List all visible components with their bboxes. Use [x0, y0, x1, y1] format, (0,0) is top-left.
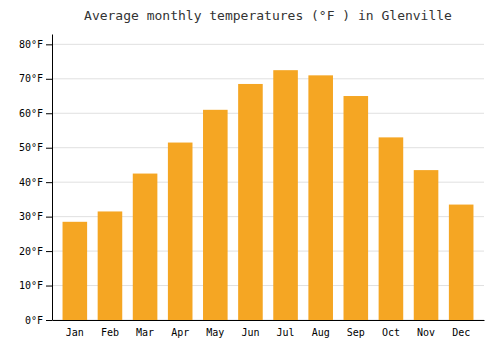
bar: [273, 70, 298, 320]
grid-line: [52, 78, 484, 79]
x-tick-label: Aug: [312, 327, 330, 338]
x-tick-label: Oct: [382, 327, 400, 338]
x-tick: Jun: [241, 327, 259, 338]
y-tick: 50°F: [19, 142, 52, 153]
x-tick-label: Feb: [101, 327, 119, 338]
x-tick: Dec: [452, 327, 470, 338]
bar: [133, 174, 158, 320]
x-axis: Jan Feb Mar Apr May Jun Jul Aug Sep Oct Nov Dec: [53, 321, 485, 339]
y-tick: 70°F: [19, 73, 52, 84]
y-tick: 80°F: [19, 39, 52, 50]
y-tick-label: 50°F: [19, 142, 43, 153]
y-tick-label: 30°F: [19, 211, 43, 222]
bar: [449, 205, 474, 320]
bar: [168, 143, 193, 320]
x-tick: Sep: [347, 327, 365, 338]
bars: [63, 70, 474, 320]
y-tick-mark: [46, 320, 52, 321]
y-tick-mark: [46, 148, 52, 149]
y-tick-label: 60°F: [19, 108, 43, 119]
grid-line: [52, 44, 484, 45]
y-tick: 20°F: [19, 246, 52, 257]
y-tick: 10°F: [19, 280, 52, 291]
y-tick-mark: [46, 79, 52, 80]
x-tick-label: Nov: [417, 327, 435, 338]
x-tick: Mar: [136, 327, 154, 338]
y-axis-line: [52, 35, 53, 321]
y-tick-label: 80°F: [19, 39, 43, 50]
y-tick-label: 10°F: [19, 280, 43, 291]
x-tick-label: Dec: [452, 327, 470, 338]
x-tick-label: Mar: [136, 327, 154, 338]
bar: [308, 75, 333, 320]
y-tick-mark: [46, 182, 52, 183]
y-tick: 30°F: [19, 211, 52, 222]
x-tick-label: May: [206, 327, 224, 338]
chart: 0°F 10°F 20°F 30°F 40°F 50°F 60°F 70°F 80°F Jan Fe…: [0, 0, 500, 350]
y-tick-mark: [46, 286, 52, 287]
y-axis: 0°F 10°F 20°F 30°F 40°F 50°F 60°F 70°F 80°F: [19, 35, 53, 326]
grid-line: [52, 147, 484, 148]
x-axis-line: [53, 320, 485, 321]
y-tick-label: 0°F: [25, 315, 43, 326]
bar: [203, 110, 228, 320]
y-tick-label: 70°F: [19, 73, 43, 84]
x-tick-label: Apr: [171, 327, 189, 338]
bar: [63, 222, 88, 320]
y-tick: 0°F: [25, 315, 52, 326]
x-tick-label: Jan: [66, 327, 84, 338]
x-tick-label: Jun: [241, 327, 259, 338]
x-tick: Jul: [277, 327, 295, 338]
bar: [344, 96, 369, 320]
grid: [52, 44, 484, 320]
x-tick-label: Sep: [347, 327, 365, 338]
bar: [379, 137, 404, 320]
x-tick: Jan: [66, 327, 84, 338]
y-tick-mark: [46, 251, 52, 252]
y-tick: 60°F: [19, 108, 52, 119]
y-tick-label: 20°F: [19, 246, 43, 257]
x-tick-label: Jul: [277, 327, 295, 338]
x-tick: Nov: [417, 327, 435, 338]
bar: [98, 211, 123, 320]
grid-line: [52, 113, 484, 114]
x-tick: Apr: [171, 327, 189, 338]
x-tick: May: [206, 327, 224, 338]
y-tick-mark: [46, 113, 52, 114]
title: Average monthly temperatures (°F ) in Gl…: [84, 8, 452, 23]
x-tick: Feb: [101, 327, 119, 338]
bar: [414, 170, 439, 320]
plot: 0°F 10°F 20°F 30°F 40°F 50°F 60°F 70°F 80°F Jan Fe…: [19, 35, 485, 339]
y-tick: 40°F: [19, 177, 52, 188]
y-tick-label: 40°F: [19, 177, 43, 188]
y-tick-mark: [46, 44, 52, 45]
bar: [238, 84, 263, 320]
y-tick-mark: [46, 217, 52, 218]
x-tick: Aug: [312, 327, 330, 338]
x-tick: Oct: [382, 327, 400, 338]
